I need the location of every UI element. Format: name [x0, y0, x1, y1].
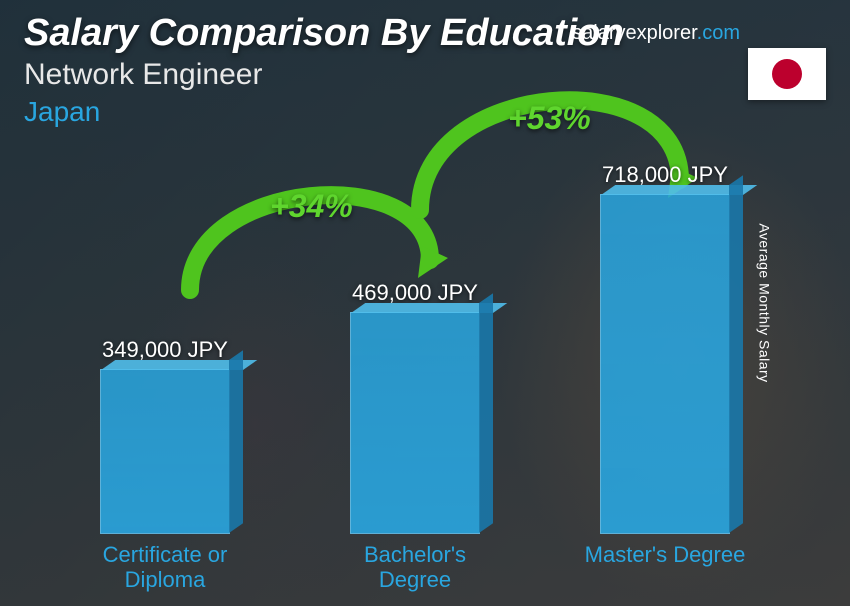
- bar-group: 718,000 JPYMaster's Degree: [575, 162, 755, 594]
- bar-category-label: Bachelor's Degree: [325, 542, 505, 594]
- bar-category-label: Master's Degree: [585, 542, 746, 594]
- chart-title: Salary Comparison By Education: [24, 12, 624, 55]
- flag-circle: [772, 59, 802, 89]
- japan-flag-icon: [748, 48, 826, 100]
- bar: [350, 312, 480, 534]
- bar-group: 349,000 JPY Certificate or Diploma: [75, 337, 255, 594]
- bar-chart: 349,000 JPY Certificate or Diploma 469,000…: [40, 174, 790, 594]
- bar: [600, 194, 730, 534]
- bar-category-label: Certificate or Diploma: [75, 542, 255, 594]
- bar-value-label: 349,000 JPY: [102, 337, 228, 363]
- brand-name: salaryexplorer: [572, 22, 697, 44]
- brand-domain: .com: [697, 22, 740, 44]
- bar: [100, 369, 230, 534]
- bar-group: 469,000 JPYBachelor's Degree: [325, 280, 505, 594]
- percentage-increase-label: +53%: [508, 100, 591, 137]
- brand-watermark: salaryexplorer.com: [572, 22, 740, 45]
- country-label: Japan: [24, 96, 100, 128]
- job-title: Network Engineer: [24, 58, 262, 92]
